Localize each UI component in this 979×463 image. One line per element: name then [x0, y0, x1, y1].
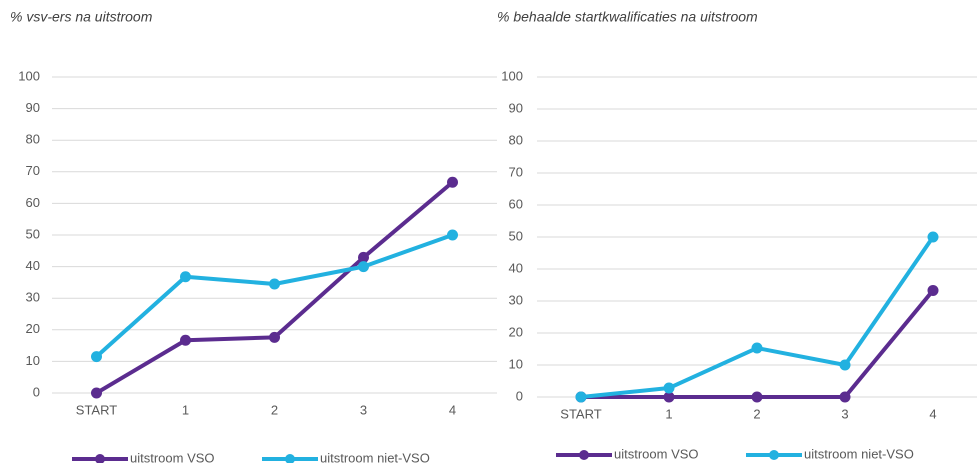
y-tick-label: 80 [509, 132, 523, 147]
legend-marker [579, 450, 589, 460]
y-tick-label: 20 [26, 321, 40, 336]
marker [575, 391, 587, 403]
marker [663, 391, 675, 403]
y-tick-label: 20 [509, 324, 523, 339]
y-tick-label: 10 [509, 356, 523, 371]
marker [358, 251, 369, 263]
y-tick-label: 60 [26, 195, 40, 210]
marker [839, 359, 851, 371]
y-tick-label: 40 [26, 258, 40, 273]
y-tick-label: 70 [26, 163, 40, 178]
x-tick-label: 4 [929, 406, 936, 421]
chart-title: % behaalde startkwalificaties na uitstro… [497, 9, 758, 25]
y-tick-label: 30 [26, 290, 40, 305]
marker [663, 382, 675, 394]
y-tick-label: 90 [26, 100, 40, 115]
legend-label: uitstroom niet-VSO [320, 450, 430, 463]
legend-marker [769, 450, 779, 460]
marker [269, 331, 280, 343]
legend-label: uitstroom niet-VSO [804, 446, 914, 461]
y-tick-label: 30 [509, 292, 523, 307]
y-tick-label: 0 [516, 388, 523, 403]
x-tick-label: START [560, 406, 601, 421]
marker [447, 176, 458, 188]
x-tick-label: 2 [271, 402, 278, 417]
legend-label: uitstroom VSO [614, 446, 699, 461]
x-tick-label: 3 [360, 402, 367, 417]
x-tick-label: 1 [182, 402, 189, 417]
marker [269, 278, 280, 290]
marker [91, 351, 102, 363]
marker [839, 391, 851, 403]
marker [180, 334, 191, 346]
y-tick-label: 60 [509, 196, 523, 211]
y-tick-label: 0 [33, 384, 40, 399]
legend-label: uitstroom VSO [130, 450, 215, 463]
x-tick-label: 2 [753, 406, 760, 421]
chart-title: % vsv-ers na uitstroom [10, 9, 153, 25]
y-tick-label: 100 [18, 68, 40, 83]
y-tick-label: 70 [509, 164, 523, 179]
marker [447, 229, 458, 241]
legend-marker [285, 454, 295, 463]
marker [927, 284, 939, 296]
legend-marker [95, 454, 105, 463]
y-tick-label: 100 [501, 68, 523, 83]
marker [927, 231, 939, 243]
marker [751, 342, 763, 354]
marker [180, 271, 191, 283]
x-tick-label: 3 [841, 406, 848, 421]
y-tick-label: 50 [509, 228, 523, 243]
marker [751, 391, 763, 403]
y-tick-label: 50 [26, 226, 40, 241]
y-tick-label: 80 [26, 132, 40, 147]
marker [91, 387, 102, 399]
x-tick-label: 4 [449, 402, 456, 417]
y-tick-label: 40 [509, 260, 523, 275]
x-tick-label: START [76, 402, 117, 417]
x-tick-label: 1 [665, 406, 672, 421]
y-tick-label: 10 [26, 353, 40, 368]
y-tick-label: 90 [509, 100, 523, 115]
line [580, 235, 935, 399]
marker [358, 261, 369, 273]
